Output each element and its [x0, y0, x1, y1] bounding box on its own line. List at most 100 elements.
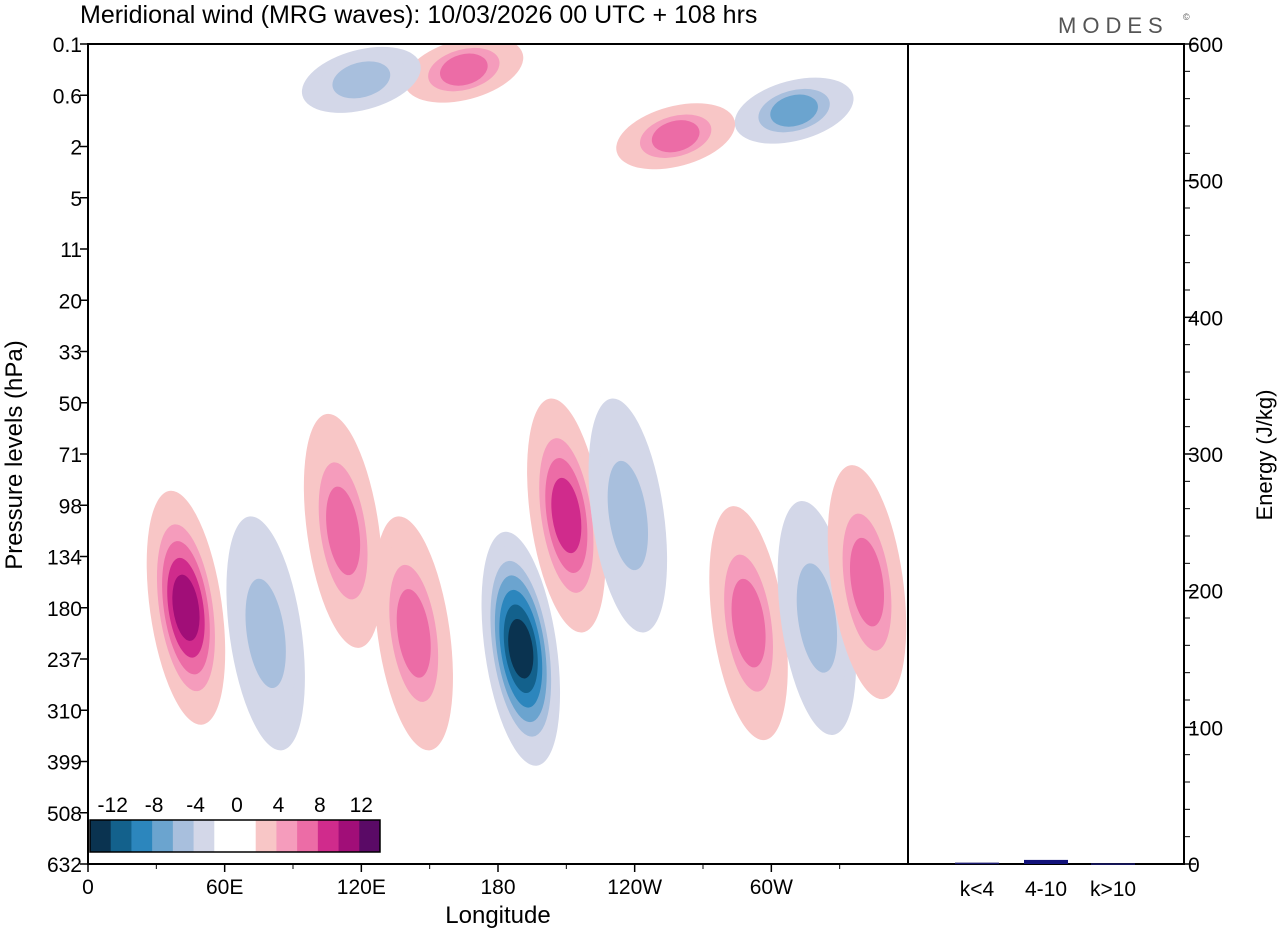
energy-tick-label: 500	[1188, 171, 1223, 194]
longitude-tick-label: 0	[82, 876, 94, 899]
contour-level	[396, 589, 431, 678]
energy-tick-label: 200	[1188, 581, 1223, 604]
contour-level	[849, 537, 885, 627]
pressure-tick-label: 310	[47, 700, 82, 723]
longitude-tick-label: 60W	[750, 876, 793, 899]
positive-wind-anomaly	[303, 413, 383, 648]
pressure-tick-label: 33	[59, 342, 82, 365]
pressure-axis: 0.1 0.6 2 5 11 20 33 50 71 98 134 180 237 310 399 508 63…	[47, 34, 88, 877]
colorbar-label: -4	[186, 794, 205, 817]
colorbar-swatch	[90, 820, 112, 852]
energy-category-label: 4-10	[1025, 878, 1067, 901]
energy-tick-label: 100	[1188, 717, 1223, 740]
colorbar-swatch	[317, 820, 340, 852]
contour-level	[551, 477, 582, 554]
positive-wind-anomaly	[527, 398, 606, 633]
negative-wind-anomaly	[226, 516, 305, 751]
pressure-tick-label: 237	[47, 649, 82, 672]
positive-wind-anomaly	[709, 506, 788, 741]
energy-category-label: k>10	[1090, 878, 1136, 901]
colorbar-frame	[89, 819, 381, 853]
contour-level	[245, 578, 286, 689]
colorbar-swatch	[193, 820, 215, 852]
pressure-tick-label: 134	[47, 547, 82, 570]
contour-level	[770, 94, 818, 127]
contour-level	[731, 578, 766, 668]
energy-bar	[955, 862, 999, 865]
contour-level	[796, 563, 838, 673]
colorbar-label: -8	[145, 794, 164, 817]
contour-level	[332, 61, 391, 99]
negative-wind-anomaly	[734, 77, 854, 144]
colorbar-swatch	[172, 820, 195, 852]
colorbar-label: 12	[350, 794, 373, 817]
pressure-tick-label: 20	[59, 290, 82, 313]
longitude-tick-label: 180	[480, 876, 515, 899]
energy-axis: 0 100 200 300 400 500 600	[1184, 34, 1223, 877]
energy-panel: 0 100 200 300 400 500 600 k<4 4-10 k>10 Energy (…	[907, 34, 1277, 901]
pressure-tick-label: 2	[70, 137, 82, 160]
energy-tick-label: 400	[1188, 307, 1223, 330]
pressure-tick-label: 180	[47, 598, 82, 621]
contour-level	[439, 53, 488, 86]
longitude-tick-label: 60E	[206, 876, 243, 899]
heatmap-panel: 0.1 0.6 2 5 11 20 33 50 71 98 134 180 237 310 399 508 63…	[1, 34, 909, 929]
pressure-tick-label: 11	[60, 239, 82, 262]
y-axis-label: Pressure levels (hPa)	[1, 340, 28, 569]
colorbar-swatch	[297, 820, 319, 852]
pressure-tick-label: 98	[59, 495, 82, 518]
positive-wind-anomaly	[146, 490, 226, 725]
chart-title: Meridional wind (MRG waves): 10/03/2026 …	[80, 1, 757, 29]
pressure-tick-label: 0.6	[53, 85, 82, 108]
colorbar-label: 4	[273, 794, 285, 817]
modes-logo: MODES	[1058, 13, 1169, 38]
contour-level	[172, 574, 200, 641]
contour-level	[651, 120, 700, 153]
colorbar-label: 0	[231, 794, 243, 817]
longitude-tick-label: 120W	[607, 876, 662, 899]
energy-bar	[1091, 863, 1135, 865]
pressure-tick-label: 50	[59, 393, 82, 416]
energy-axis-label: Energy (J/kg)	[1252, 390, 1277, 521]
pressure-tick-label: 0.1	[53, 34, 82, 57]
contour-level	[607, 460, 649, 571]
energy-tick-label: 300	[1188, 444, 1223, 467]
colorbar-swatch	[359, 820, 381, 852]
colorbar-swatch	[338, 820, 360, 852]
contour-level	[508, 618, 534, 679]
longitude-tick-label: 120E	[337, 876, 386, 899]
wind-contours	[146, 44, 907, 766]
negative-wind-anomaly	[481, 531, 561, 766]
energy-bar	[1024, 859, 1068, 864]
energy-frame	[907, 43, 1185, 865]
colorbar-swatch	[131, 820, 153, 852]
longitude-axis: 0 60E 120E 180 120W 60W	[82, 864, 841, 899]
colorbar-label: 8	[314, 794, 326, 817]
energy-tick-label: 600	[1188, 34, 1223, 57]
pressure-tick-label: 508	[47, 803, 82, 826]
colorbar-label: -12	[98, 794, 128, 817]
positive-wind-anomaly	[404, 44, 524, 103]
colorbar-swatch	[214, 820, 236, 852]
colorbar-swatch	[152, 820, 174, 852]
pressure-tick-label: 5	[70, 188, 82, 211]
pressure-tick-label: 399	[47, 752, 82, 775]
colorbar-legend: -12 -8 -4 0 4 8 12	[89, 794, 381, 853]
logo-copyright-mark: ©	[1183, 12, 1190, 22]
energy-tick-label: 0	[1188, 854, 1200, 877]
pressure-tick-label: 632	[47, 854, 82, 877]
contour-level	[326, 486, 361, 576]
negative-wind-anomaly	[301, 46, 421, 113]
colorbar-swatch	[255, 820, 277, 852]
colorbar-swatch	[110, 820, 132, 852]
positive-wind-anomaly	[827, 465, 907, 700]
positive-wind-anomaly	[374, 516, 453, 751]
negative-wind-anomaly	[588, 398, 668, 633]
pressure-tick-label: 71	[59, 444, 82, 467]
x-axis-label: Longitude	[445, 902, 550, 929]
colorbar-swatch	[276, 820, 298, 852]
positive-wind-anomaly	[616, 103, 736, 170]
energy-category-label: k<4	[960, 878, 995, 901]
colorbar-swatch	[235, 820, 257, 852]
